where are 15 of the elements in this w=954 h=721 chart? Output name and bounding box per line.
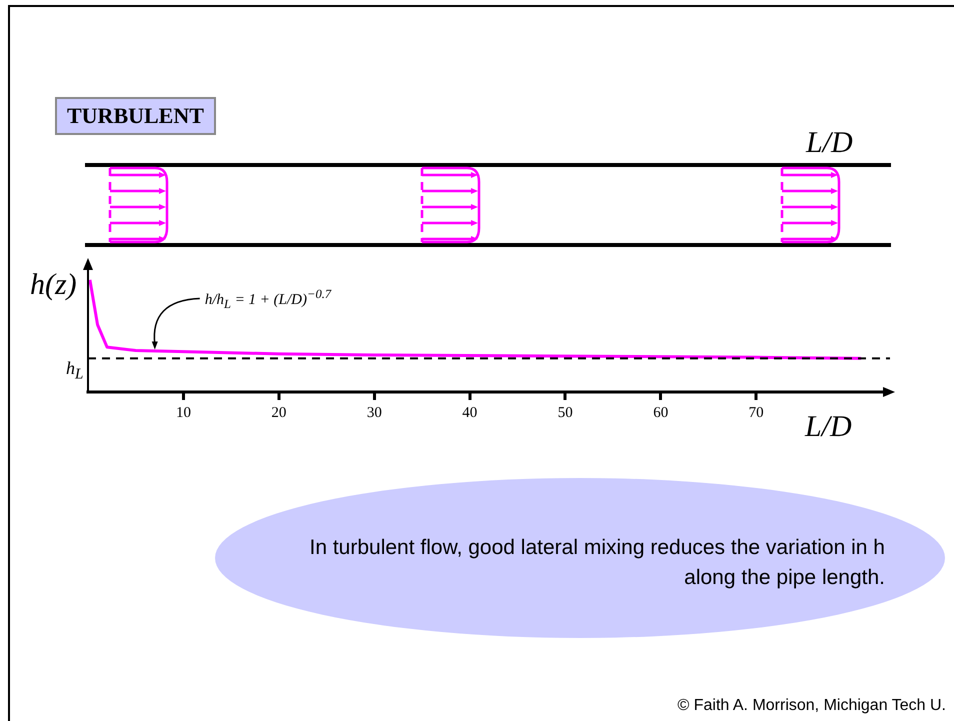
x-tick-label: 50 <box>558 404 573 421</box>
text: L/D <box>806 126 853 160</box>
ref-line-label: h$_{L}$ <box>66 358 84 384</box>
y-axis-title: h(z) <box>30 268 77 302</box>
x-tick-label: 20 <box>271 404 286 421</box>
chart-title: TURBULENT <box>55 97 216 135</box>
text: © Faith A. Morrison, Michigan Tech U. <box>678 697 946 715</box>
x-tick-label: 70 <box>748 404 764 421</box>
x-tick-label: 60 <box>653 404 668 421</box>
x-tick-label: 30 <box>366 404 382 421</box>
text: In turbulent flow, good lateral mixing reduces the variation in h along the pipe length. <box>308 535 885 591</box>
x-tick-label: 40 <box>462 404 478 421</box>
annotation: h/h$_{L}$ = 1 + (L/D)$^{−0.7}$ <box>204 286 332 312</box>
x-axis-title: L/D <box>805 410 852 444</box>
x-tick-label: 10 <box>176 404 191 421</box>
